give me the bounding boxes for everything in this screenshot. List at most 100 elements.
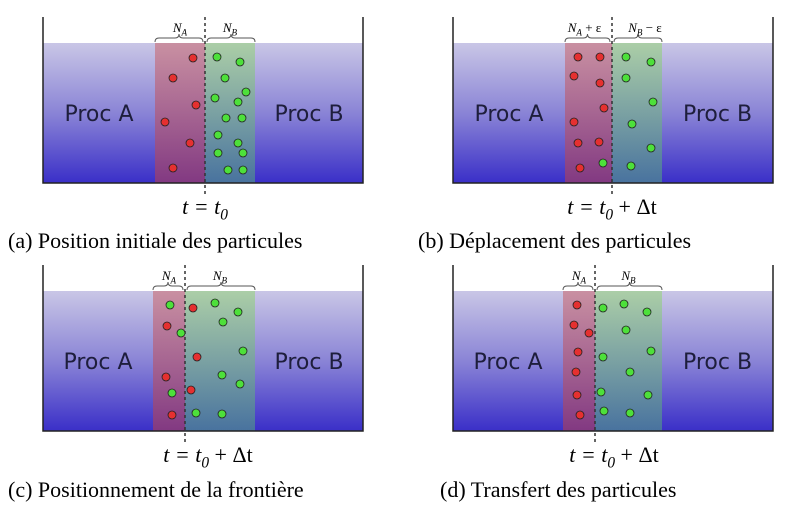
n-b-label: NB [620,268,636,285]
proc-b-label: Proc B [683,102,752,127]
particle-red [188,53,198,63]
particle-green [625,408,635,418]
particle-green [233,307,243,317]
proc-a-label: Proc A [473,350,542,375]
band-a [155,43,205,183]
proc-b-label: Proc B [274,102,343,127]
rest: − ε [642,20,662,35]
particle-green [210,298,220,308]
sub: A [580,275,587,285]
time-label: t = t0 + Δt [567,194,656,224]
particle-green [165,300,175,310]
particle-green [233,138,243,148]
time-label: t = t0 [182,194,228,224]
particle-green [621,325,631,335]
main: t = t [569,442,608,467]
particle-green [217,409,227,419]
sub: B [232,27,238,37]
particle-green [627,119,637,129]
main: N [172,20,183,35]
n-b-label: NB − ε [627,20,662,37]
particle-green [619,299,629,309]
sub: A [170,275,177,285]
particle-green [646,57,656,67]
particle-red [572,300,582,310]
particle-red [191,100,201,110]
main: N [627,20,638,35]
container [452,17,774,184]
brace [186,281,256,291]
main: N [161,268,172,283]
sub: 0 [220,207,228,224]
particle-green [625,367,635,377]
particle-green [218,317,228,327]
main: N [222,20,233,35]
sub: B [222,275,228,285]
particle-green [646,346,656,356]
container [452,265,774,432]
particle-red [186,385,196,395]
particle-red [573,347,583,357]
caption: (c) Positionnement de la frontière [8,477,304,502]
brace [206,33,256,43]
particle-red [584,328,594,338]
main: N [571,268,582,283]
brace [613,33,663,43]
particle-green [167,388,177,398]
particle-red [571,367,581,377]
particle-green [643,390,653,400]
particle-green [599,406,609,416]
particle-red [575,163,585,173]
proc-b-label: Proc B [683,350,752,375]
particle-green [191,408,201,418]
n-a-label: NA + ε [567,20,602,37]
band-b [612,43,662,183]
band-a [563,291,595,431]
sub: B [630,275,636,285]
time-label: t = t0 + Δt [163,442,252,472]
particle-red [161,372,171,382]
time-label: t = t0 + Δt [569,442,658,472]
particle-red [569,320,579,330]
particle-red [595,78,605,88]
particle-green [210,93,220,103]
particle-red [160,117,170,127]
particle-green [176,328,186,338]
particle-green [213,130,223,140]
particle-red [569,117,579,127]
particle-red [192,352,202,362]
brace [154,33,204,43]
particle-green [626,161,636,171]
particle-red [595,52,605,62]
caption: (b) Déplacement des particules [418,228,691,253]
particle-red [575,410,585,420]
particle-green [233,97,243,107]
particle-red [167,410,177,420]
particle-red [594,137,604,147]
particle-green [648,97,658,107]
n-a-label: NA [161,268,177,285]
particle-green [241,87,251,97]
particle-green [238,346,248,356]
particle-red [185,138,195,148]
n-b-label: NB [212,268,228,285]
band-a [153,291,185,431]
proc-a-label: Proc A [474,102,543,127]
brace [596,281,663,291]
particle-red [569,71,579,81]
sub: A [181,27,188,37]
sub: A [575,27,582,37]
particle-green [598,303,608,313]
particle-green [217,370,227,380]
particle-green [238,148,248,158]
particle-red [599,103,609,113]
main: t = t [163,442,202,467]
caption: (a) Position initiale des particules [8,228,303,253]
proc-b-label: Proc B [274,350,343,375]
particle-green [596,387,606,397]
particle-green [621,52,631,62]
container [42,17,364,184]
main: N [567,20,578,35]
particle-green [235,379,245,389]
